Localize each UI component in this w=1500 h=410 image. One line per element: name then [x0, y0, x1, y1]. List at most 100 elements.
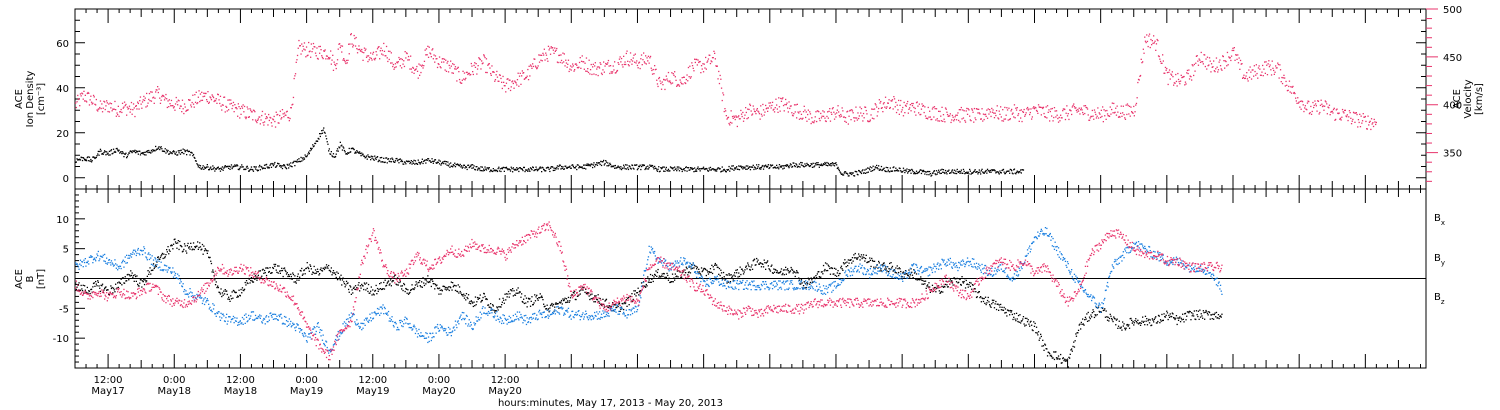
bx-point — [100, 284, 102, 286]
density-point — [864, 169, 866, 171]
density-point — [357, 151, 359, 154]
density-point — [608, 164, 610, 166]
velocity-point — [1095, 117, 1098, 119]
velocity-point — [770, 107, 772, 109]
velocity-point — [824, 120, 827, 122]
density-point — [1004, 172, 1007, 175]
velocity-point — [1273, 69, 1275, 72]
density-point — [222, 169, 224, 171]
bx-point — [800, 283, 802, 285]
bx-point — [699, 272, 701, 275]
velocity-point — [714, 58, 716, 60]
density-point — [472, 167, 474, 169]
bx-point — [793, 270, 795, 273]
velocity-point — [1068, 118, 1070, 121]
bx-point — [540, 296, 542, 298]
density-point — [576, 164, 579, 166]
bx-point — [643, 281, 645, 283]
velocity-point — [1193, 63, 1195, 66]
velocity-point — [980, 118, 982, 120]
velocity-point — [729, 124, 731, 126]
velocity-point — [894, 106, 896, 108]
bx-point — [469, 300, 471, 303]
bx-point — [569, 297, 572, 299]
velocity-point — [373, 58, 375, 60]
bx-point — [634, 290, 636, 292]
bx-point — [476, 301, 478, 303]
velocity-point — [1313, 104, 1315, 106]
density-point — [179, 153, 182, 155]
density-point — [950, 172, 952, 174]
density-point — [324, 132, 326, 134]
velocity-point — [172, 105, 174, 107]
velocity-point — [1135, 102, 1138, 105]
velocity-point — [875, 104, 877, 106]
density-point — [146, 150, 148, 152]
density-point — [917, 172, 919, 174]
density-point — [1016, 170, 1018, 172]
velocity-point — [492, 71, 494, 73]
bx-point — [756, 257, 758, 260]
bx-point — [87, 292, 89, 294]
density-point — [873, 169, 875, 171]
density-point — [501, 168, 503, 170]
density-point — [330, 153, 332, 155]
density-point — [747, 167, 749, 169]
density-point — [725, 171, 727, 173]
velocity-point — [1097, 117, 1100, 119]
density-point — [771, 164, 774, 166]
density-point — [292, 162, 294, 164]
velocity-point — [650, 67, 652, 69]
density-point — [95, 157, 97, 159]
velocity-point — [1299, 100, 1302, 102]
velocity-point — [1262, 64, 1264, 67]
velocity-point — [403, 65, 406, 68]
velocity-point — [1364, 115, 1366, 118]
velocity-point — [1086, 108, 1089, 110]
bx-point — [328, 264, 330, 267]
velocity-point — [896, 104, 898, 106]
velocity-point — [186, 109, 188, 112]
density-point — [141, 152, 144, 154]
bx-point — [543, 303, 545, 305]
bx-point — [461, 294, 463, 296]
density-point — [416, 163, 418, 165]
velocity-point — [672, 73, 674, 75]
velocity-point — [382, 54, 384, 56]
velocity-point — [1361, 120, 1364, 122]
velocity-point — [1234, 59, 1236, 61]
velocity-point — [135, 105, 137, 107]
velocity-point — [507, 78, 509, 80]
velocity-point — [614, 72, 616, 74]
bx-point — [466, 296, 468, 299]
density-point — [436, 161, 439, 163]
velocity-point — [870, 114, 872, 116]
velocity-point — [1126, 113, 1128, 116]
density-point — [181, 151, 183, 154]
velocity-point — [158, 88, 160, 90]
velocity-point — [603, 61, 605, 63]
bx-point — [105, 286, 107, 288]
density-point — [559, 164, 561, 166]
velocity-point — [1370, 128, 1372, 131]
density-point — [518, 170, 520, 173]
bx-point — [532, 303, 534, 306]
bx-point — [206, 250, 208, 252]
density-point — [519, 167, 521, 169]
bx-point — [765, 268, 767, 270]
velocity-point — [486, 71, 488, 74]
density-point — [471, 167, 473, 169]
density-point — [137, 153, 139, 155]
density-point — [462, 166, 464, 168]
density-point — [260, 165, 262, 168]
velocity-point — [203, 92, 205, 94]
bx-point — [205, 249, 207, 251]
bx-point — [457, 284, 459, 286]
density-point — [898, 170, 900, 172]
bx-point — [470, 300, 472, 302]
density-point — [966, 171, 968, 173]
velocity-point — [77, 98, 80, 101]
velocity-point — [991, 107, 993, 110]
bx-point — [760, 262, 762, 264]
velocity-point — [1314, 100, 1316, 102]
